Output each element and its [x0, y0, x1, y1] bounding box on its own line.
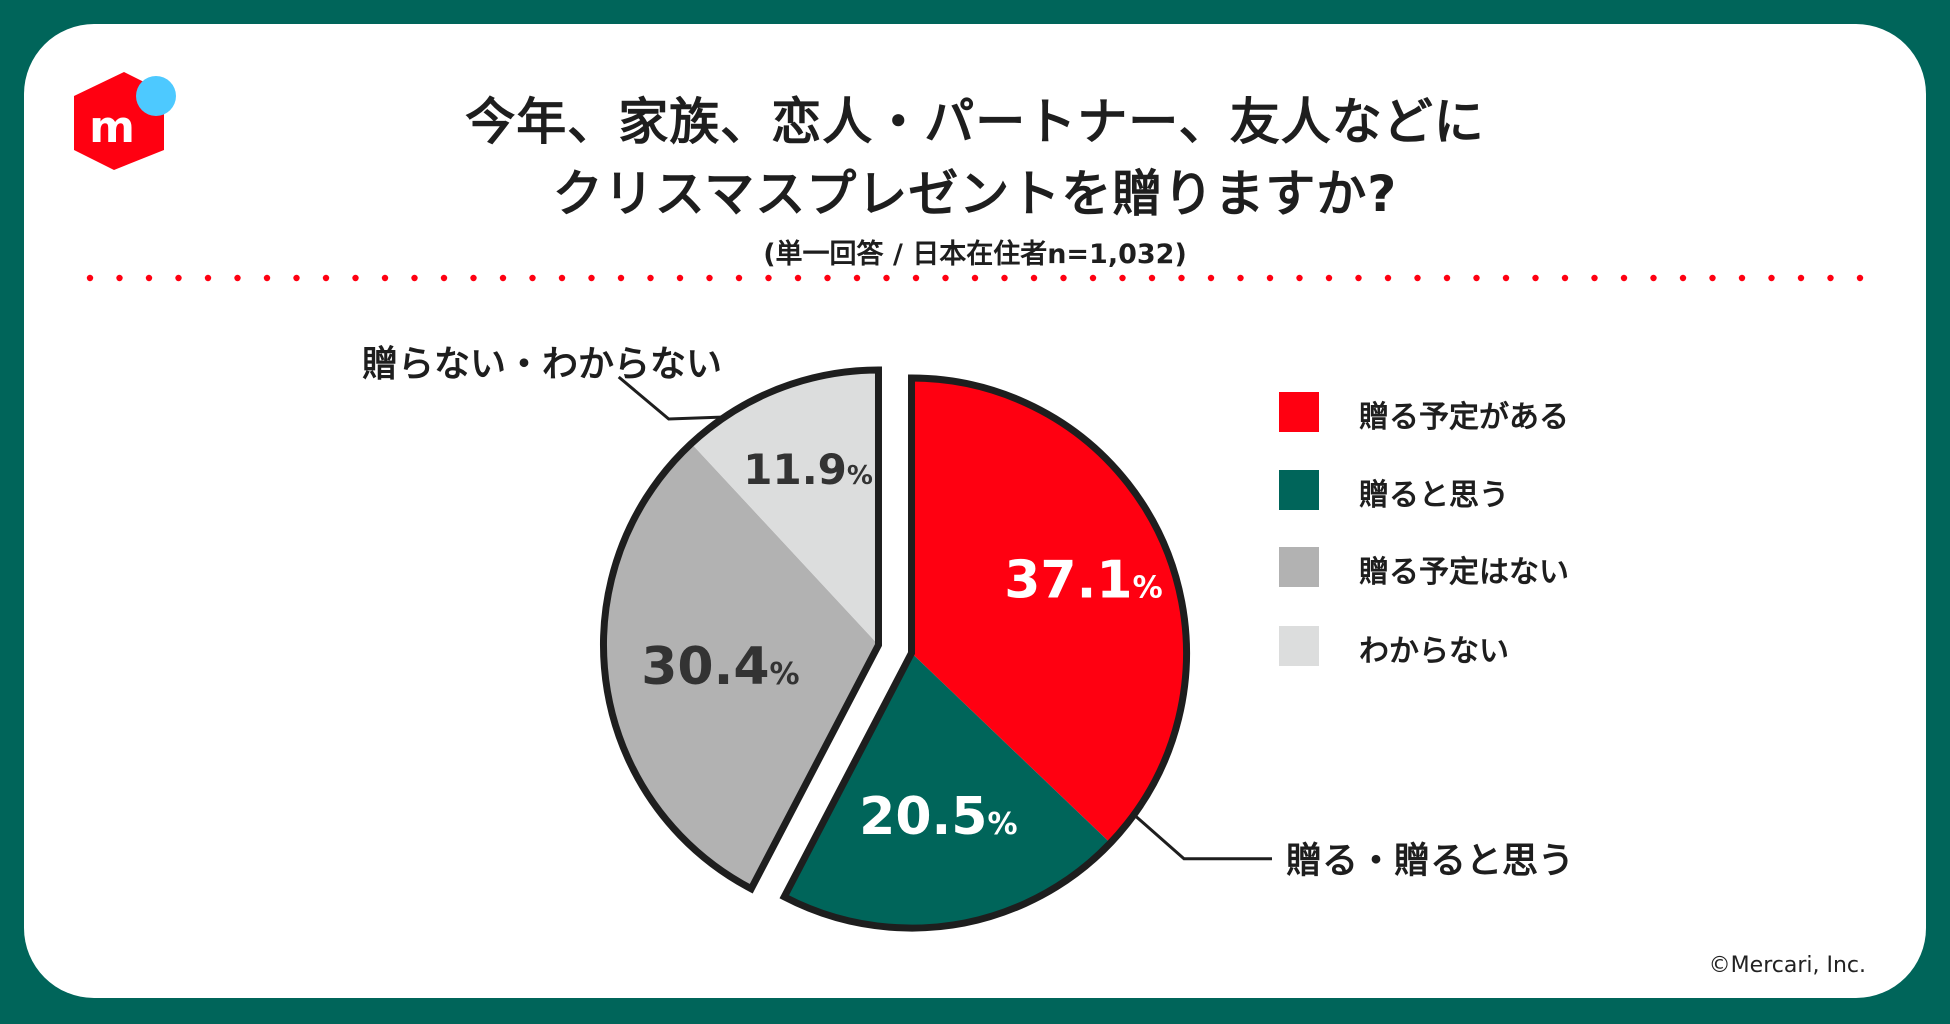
divider-dot [1030, 274, 1038, 282]
divider-dot [558, 274, 566, 282]
divider-dot [1119, 274, 1126, 282]
group-label: 贈らない・わからない [362, 344, 722, 385]
copyright: ©Mercari, Inc. [1708, 953, 1866, 978]
divider-dot [588, 274, 595, 282]
legend-label: 贈る予定がある [1359, 400, 1569, 435]
divider-dot [1709, 274, 1716, 282]
divider-dot [1650, 274, 1657, 282]
divider-dot [204, 274, 212, 282]
divider-dot [1237, 274, 1244, 282]
divider-dot [411, 274, 418, 282]
divider-dot [735, 274, 743, 282]
divider-dot [1827, 274, 1834, 282]
divider-dot [381, 274, 389, 282]
divider-dot [1738, 274, 1746, 282]
divider-dot [1296, 274, 1303, 282]
leader-line [1132, 813, 1272, 861]
pie-slice [784, 653, 1111, 929]
dotted-divider [86, 274, 1864, 282]
legend-label: わからない [1359, 634, 1509, 669]
divider-dot [1679, 274, 1687, 282]
mercari-logo: m [74, 72, 176, 170]
chart-title-line1: 今年、家族、恋人・パートナー、友人などに [465, 93, 1485, 151]
legend-swatch [1279, 470, 1319, 510]
pie-slice [603, 443, 879, 889]
divider-dot [1384, 274, 1392, 282]
divider-dot [1266, 274, 1274, 282]
pie-chart: 贈る・贈ると思う 贈らない・わからない 37.1% 20.5% 30.4% 11.9% [362, 344, 1574, 932]
data-labels: 37.1% 20.5% 30.4% 11.9% [641, 445, 1162, 847]
chart-subtitle: (単一回答 / 日本在住者n=1,032) [763, 239, 1187, 270]
divider-dot [647, 274, 654, 282]
divider-dot [617, 274, 625, 282]
divider-dot [352, 274, 359, 282]
data-label: 20.5% [859, 787, 1017, 847]
divider-dot [971, 274, 979, 282]
divider-dot [1797, 274, 1805, 282]
divider-dot [1207, 274, 1215, 282]
divider-dot [1148, 274, 1156, 282]
divider-dot [1502, 274, 1510, 282]
divider-dot [794, 274, 802, 282]
pie-slice [911, 378, 1187, 844]
divider-dot [706, 274, 713, 282]
leader-lines: 贈る・贈ると思う 贈らない・わからない [362, 344, 1574, 882]
divider-dot [676, 274, 684, 282]
divider-dot [1178, 274, 1185, 282]
divider-dot [1060, 274, 1067, 282]
divider-dot [440, 274, 448, 282]
data-label: 30.4% [641, 637, 799, 697]
group-outline [600, 366, 882, 894]
card: m 今年、家族、恋人・パートナー、友人などに クリスマスプレゼントを贈りますか?… [24, 24, 1926, 998]
divider-dot [1473, 274, 1480, 282]
divider-dot [529, 274, 536, 282]
divider-dot [1089, 274, 1097, 282]
divider-dot [912, 274, 920, 282]
divider-dot [1414, 274, 1421, 282]
leader-line [617, 375, 725, 421]
divider-dot [1355, 274, 1362, 282]
chart-title-line2: クリスマスプレゼントを贈りますか? [552, 165, 1398, 223]
divider-dot [1325, 274, 1333, 282]
divider-dot [145, 274, 153, 282]
legend-label: 贈ると思う [1359, 478, 1509, 513]
group-outline [779, 374, 1190, 932]
divider-dot [1443, 274, 1451, 282]
divider-dot [1620, 274, 1628, 282]
legend-label: 贈る予定はない [1359, 555, 1569, 590]
group-label: 贈る・贈ると思う [1286, 841, 1574, 882]
divider-dot [86, 274, 94, 282]
divider-dot [470, 274, 477, 282]
divider-dot [116, 274, 123, 282]
legend-swatch [1279, 626, 1319, 666]
divider-dot [765, 274, 772, 282]
divider-dot [1856, 274, 1864, 282]
divider-dot [234, 274, 241, 282]
divider-dot [322, 274, 330, 282]
pie-slices [600, 366, 1190, 932]
divider-dot [1532, 274, 1539, 282]
divider-dot [824, 274, 831, 282]
legend-swatch [1279, 392, 1319, 432]
data-label: 37.1% [1004, 551, 1162, 611]
divider-dot [1768, 274, 1775, 282]
data-label: 11.9% [743, 445, 873, 494]
divider-dot [1001, 274, 1008, 282]
divider-dot [883, 274, 890, 282]
divider-dot [293, 274, 300, 282]
pie-slice [691, 369, 879, 645]
divider-dot [1591, 274, 1598, 282]
legend-swatch [1279, 547, 1319, 587]
divider-dot [942, 274, 949, 282]
logo-letter: m [89, 102, 135, 153]
divider-dot [499, 274, 507, 282]
divider-dot [263, 274, 271, 282]
divider-dot [853, 274, 861, 282]
divider-dot [175, 274, 182, 282]
divider-dot [1561, 274, 1569, 282]
